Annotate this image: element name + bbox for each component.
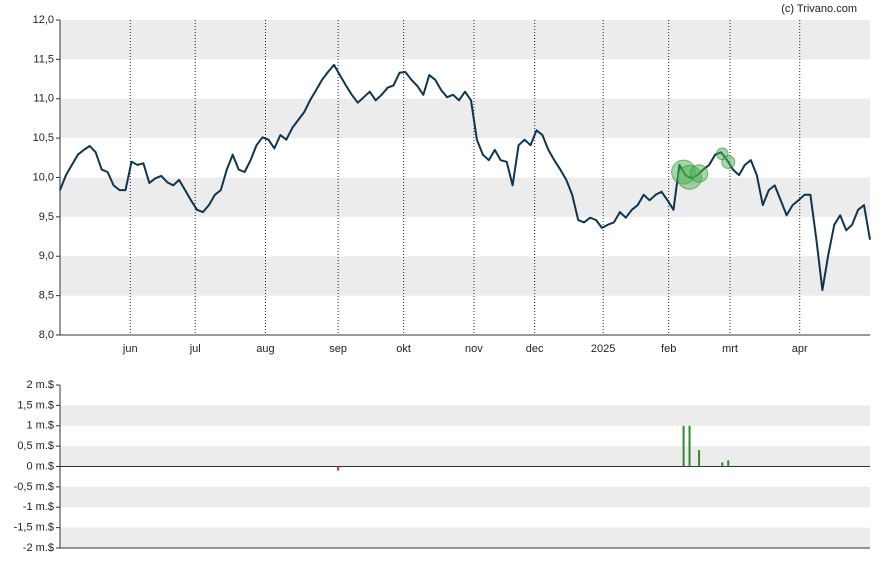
volume-bar	[721, 462, 724, 467]
y-tick-label: 11,5	[33, 53, 54, 65]
y-tick-label: -1 m.$	[23, 501, 54, 513]
trade-bubble	[689, 164, 709, 183]
y-tick-label: 8,5	[39, 290, 54, 302]
grid-band	[60, 527, 870, 548]
volume-bar	[727, 460, 730, 467]
grid-band	[60, 256, 870, 296]
x-tick-label: okt	[396, 343, 411, 355]
y-tick-label: -2 m.$	[23, 542, 54, 554]
y-tick-label: 9,5	[39, 211, 54, 223]
x-tick-label: jun	[122, 343, 138, 355]
x-tick-label: nov	[465, 343, 483, 355]
y-tick-label: 11,0	[33, 93, 54, 105]
credit: (c) Trivano.com	[781, 3, 857, 15]
x-tick-label: jul	[189, 343, 201, 355]
y-tick-label: 0 m.$	[26, 460, 54, 472]
y-tick-label: 8,0	[39, 329, 54, 341]
y-tick-label: 9,0	[39, 250, 54, 262]
y-tick-label: 0,5 m.$	[17, 440, 54, 452]
x-tick-label: apr	[792, 343, 808, 355]
y-tick-label: 1,5 m.$	[17, 399, 54, 411]
y-tick-label: -0,5 m.$	[14, 481, 54, 493]
x-tick-label: mrt	[722, 343, 738, 355]
volume-bar	[688, 425, 691, 467]
trade-bubble	[721, 155, 736, 170]
x-tick-label: sep	[329, 343, 347, 355]
y-tick-label: 2 m.$	[26, 379, 54, 391]
volume-bar	[682, 425, 685, 467]
volume-bar	[698, 450, 701, 467]
grid-band	[60, 20, 870, 60]
y-tick-label: 1 m.$	[26, 420, 54, 432]
y-tick-label: 12,0	[33, 14, 54, 26]
grid-band	[60, 446, 870, 467]
x-tick-label: 2025	[591, 343, 615, 355]
x-tick-label: feb	[661, 343, 676, 355]
y-tick-label: -1,5 m.$	[14, 522, 54, 534]
x-tick-label: aug	[256, 343, 274, 355]
x-tick-label: dec	[526, 343, 544, 355]
volume-bar	[337, 466, 340, 471]
grid-band	[60, 486, 870, 508]
price-line	[59, 63, 871, 292]
grid-band	[60, 98, 870, 139]
grid-band	[60, 405, 870, 426]
y-tick-label: 10,0	[33, 171, 54, 183]
y-tick-label: 10,5	[33, 132, 54, 144]
